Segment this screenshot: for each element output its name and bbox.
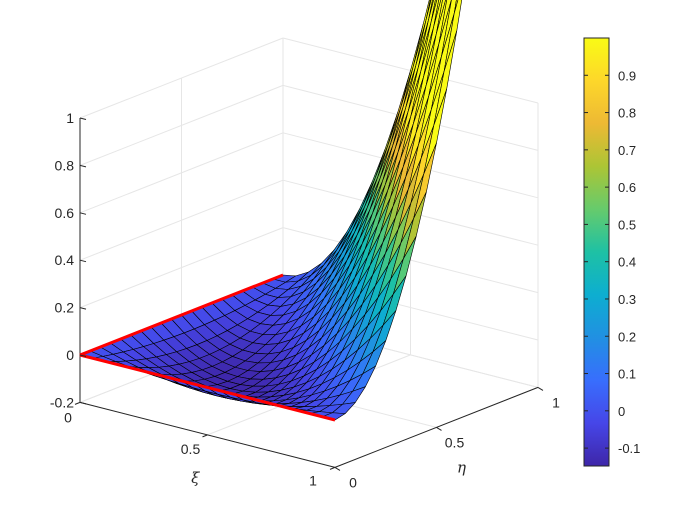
y-tick-label: 1 bbox=[552, 394, 560, 410]
colorbar-tick-label: 0.3 bbox=[618, 292, 636, 307]
z-tick-label: -0.2 bbox=[50, 394, 74, 410]
y-tick-label: 0 bbox=[349, 474, 357, 490]
y-tick-mark bbox=[537, 386, 544, 391]
z-tick-label: 1 bbox=[66, 110, 74, 126]
colorbar-tick-label: 0.2 bbox=[618, 329, 636, 344]
z-tick-mark bbox=[79, 164, 87, 168]
z-tick-label: 0.4 bbox=[55, 252, 75, 268]
colorbar-tick-label: 0.1 bbox=[618, 367, 636, 382]
colorbar-tick-label: 0.8 bbox=[618, 106, 636, 121]
colorbar-tick-label: 0.5 bbox=[618, 217, 636, 232]
red-boundary-edges bbox=[79, 273, 336, 422]
x-axis-label: ξ bbox=[191, 469, 200, 487]
colorbar-tick-label: 0.9 bbox=[618, 68, 636, 83]
surface-mesh bbox=[79, 0, 463, 421]
x-tick-mark bbox=[202, 434, 208, 438]
red-edge-eta0 bbox=[79, 353, 336, 422]
red-edge-xi0 bbox=[79, 273, 284, 357]
z-tick-mark bbox=[79, 259, 87, 263]
y-axis-label: η bbox=[457, 458, 466, 476]
z-tick-mark bbox=[79, 307, 87, 310]
z-tick-label: 0.6 bbox=[55, 205, 75, 221]
x-tick-label: 0.5 bbox=[181, 441, 201, 457]
x-tick-label: 1 bbox=[309, 472, 317, 488]
z-tick-label: 0.2 bbox=[55, 300, 75, 316]
x-tick-mark bbox=[74, 401, 81, 405]
colorbar-tick-label: 0 bbox=[618, 404, 625, 419]
colorbar-tick-label: 0.4 bbox=[618, 255, 636, 270]
colorbar-tick-label: 0.7 bbox=[618, 143, 636, 158]
x-tick-label: 0 bbox=[64, 409, 72, 425]
y-tick-label: 0.5 bbox=[445, 434, 465, 450]
y-tick-mark bbox=[436, 426, 442, 431]
z-tick-label: 0 bbox=[66, 347, 74, 363]
x-tick-mark bbox=[329, 466, 336, 470]
colorbar-tick-label: -0.1 bbox=[618, 441, 640, 456]
z-tick-mark bbox=[79, 117, 87, 120]
z-tick-label: 0.8 bbox=[55, 157, 75, 173]
colorbar: -0.1 0 0.1 0.2 0.3 0.4 0.5 0.6 0.7 0.8 0.9 bbox=[583, 37, 640, 467]
z-tick-mark bbox=[79, 401, 87, 405]
colorbar-tick-label: 0.6 bbox=[618, 180, 636, 195]
z-tick-mark bbox=[79, 354, 87, 357]
z-tick-mark bbox=[79, 212, 87, 215]
colorbar-bar bbox=[583, 37, 610, 467]
y-tick-mark bbox=[334, 466, 341, 471]
